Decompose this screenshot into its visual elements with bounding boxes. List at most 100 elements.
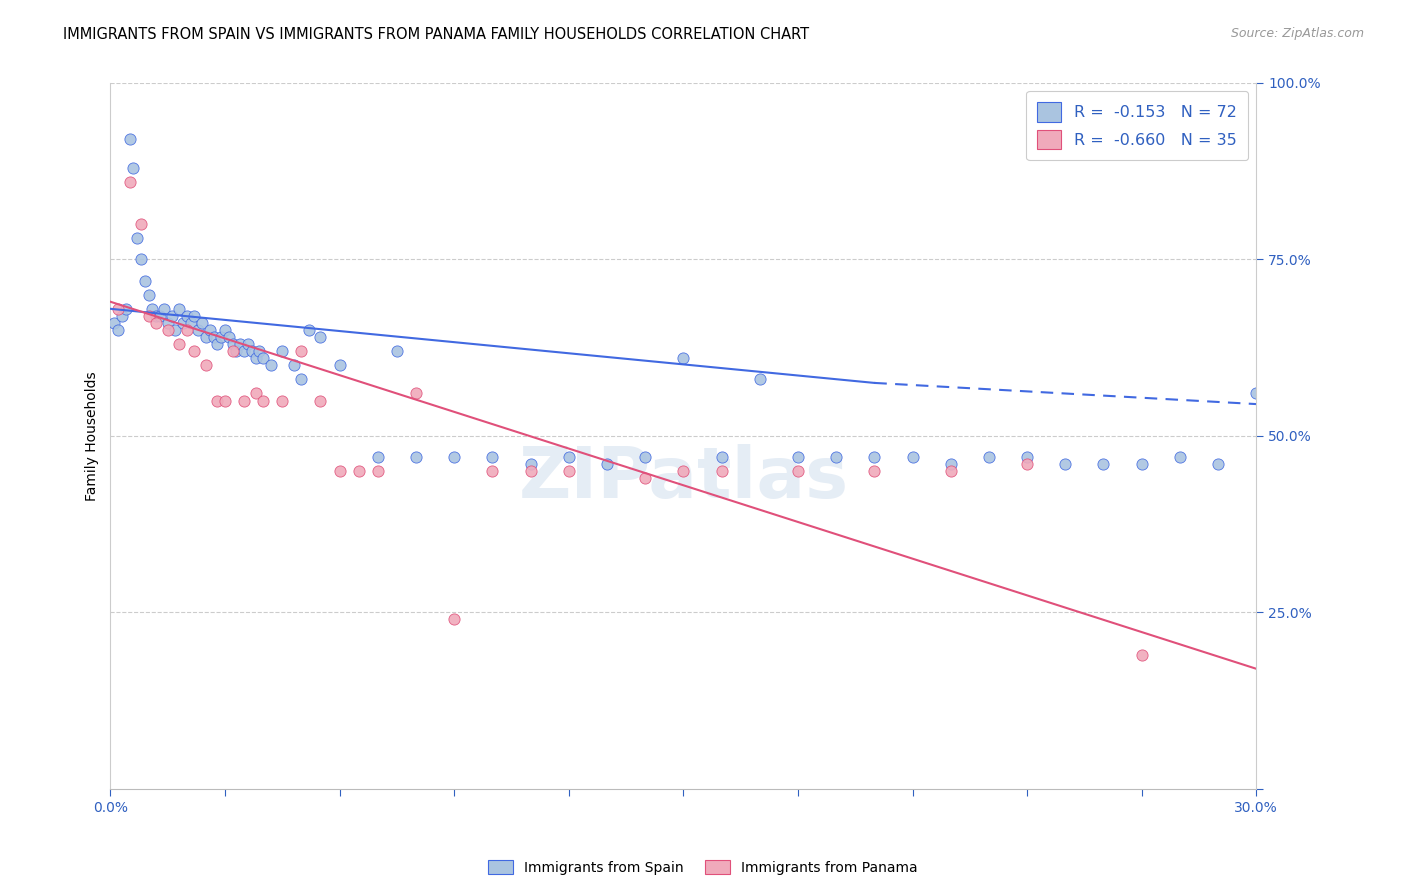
Point bbox=[118, 175, 141, 189]
Point bbox=[672, 351, 695, 366]
Point bbox=[787, 450, 810, 464]
Point bbox=[207, 393, 229, 408]
Point bbox=[107, 323, 129, 337]
Point bbox=[634, 450, 657, 464]
Point bbox=[309, 330, 332, 344]
Point bbox=[214, 323, 236, 337]
Point bbox=[247, 344, 270, 359]
Point bbox=[156, 316, 179, 330]
Point bbox=[172, 316, 194, 330]
Point bbox=[214, 393, 236, 408]
Point bbox=[298, 323, 321, 337]
Point bbox=[149, 309, 172, 323]
Point bbox=[290, 344, 312, 359]
Point bbox=[138, 309, 160, 323]
Point bbox=[271, 344, 294, 359]
Point bbox=[194, 358, 217, 372]
Point bbox=[519, 464, 541, 478]
Point bbox=[138, 287, 160, 301]
Point bbox=[183, 344, 205, 359]
Point bbox=[221, 337, 243, 351]
Point bbox=[1246, 386, 1268, 401]
Point bbox=[939, 464, 962, 478]
Point bbox=[443, 612, 465, 626]
Point bbox=[165, 323, 187, 337]
Point bbox=[1017, 457, 1039, 471]
Point bbox=[596, 457, 619, 471]
Point bbox=[558, 450, 581, 464]
Point bbox=[748, 372, 770, 386]
Point bbox=[176, 323, 198, 337]
Point bbox=[221, 344, 243, 359]
Point bbox=[107, 301, 129, 316]
Legend: Immigrants from Spain, Immigrants from Panama: Immigrants from Spain, Immigrants from P… bbox=[482, 855, 924, 880]
Point bbox=[863, 450, 886, 464]
Point bbox=[183, 309, 205, 323]
Point bbox=[103, 316, 125, 330]
Point bbox=[229, 337, 252, 351]
Point bbox=[367, 450, 389, 464]
Point bbox=[209, 330, 232, 344]
Point bbox=[481, 450, 503, 464]
Point bbox=[233, 344, 256, 359]
Point bbox=[202, 330, 225, 344]
Point bbox=[977, 450, 1000, 464]
Point bbox=[156, 323, 179, 337]
Point bbox=[1054, 457, 1077, 471]
Point bbox=[218, 330, 240, 344]
Point bbox=[1017, 450, 1039, 464]
Point bbox=[111, 309, 134, 323]
Point bbox=[129, 252, 152, 267]
Point bbox=[558, 464, 581, 478]
Point bbox=[207, 337, 229, 351]
Point bbox=[240, 344, 263, 359]
Point bbox=[198, 323, 221, 337]
Point bbox=[405, 386, 427, 401]
Point bbox=[939, 457, 962, 471]
Point bbox=[145, 309, 167, 323]
Text: ZIPatlas: ZIPatlas bbox=[519, 443, 848, 513]
Point bbox=[271, 393, 294, 408]
Point bbox=[260, 358, 283, 372]
Point bbox=[160, 309, 183, 323]
Point bbox=[233, 393, 256, 408]
Point bbox=[252, 393, 274, 408]
Point bbox=[347, 464, 370, 478]
Point bbox=[367, 464, 389, 478]
Point bbox=[443, 450, 465, 464]
Point bbox=[141, 301, 163, 316]
Point bbox=[1130, 457, 1153, 471]
Point bbox=[176, 309, 198, 323]
Point bbox=[191, 316, 214, 330]
Legend: R =  -0.153   N = 72, R =  -0.660   N = 35: R = -0.153 N = 72, R = -0.660 N = 35 bbox=[1026, 91, 1249, 161]
Point bbox=[1092, 457, 1115, 471]
Point bbox=[187, 323, 209, 337]
Point bbox=[825, 450, 848, 464]
Point bbox=[309, 393, 332, 408]
Text: Source: ZipAtlas.com: Source: ZipAtlas.com bbox=[1230, 27, 1364, 40]
Point bbox=[114, 301, 136, 316]
Point bbox=[481, 464, 503, 478]
Point bbox=[167, 337, 190, 351]
Point bbox=[787, 464, 810, 478]
Point bbox=[385, 344, 408, 359]
Point bbox=[127, 231, 149, 245]
Point bbox=[167, 301, 190, 316]
Point bbox=[672, 464, 695, 478]
Point bbox=[129, 217, 152, 231]
Point bbox=[245, 351, 267, 366]
Point bbox=[145, 316, 167, 330]
Point bbox=[634, 471, 657, 485]
Y-axis label: Family Households: Family Households bbox=[86, 371, 100, 500]
Point bbox=[118, 132, 141, 146]
Point bbox=[1130, 648, 1153, 662]
Point bbox=[134, 274, 156, 288]
Text: IMMIGRANTS FROM SPAIN VS IMMIGRANTS FROM PANAMA FAMILY HOUSEHOLDS CORRELATION CH: IMMIGRANTS FROM SPAIN VS IMMIGRANTS FROM… bbox=[63, 27, 810, 42]
Point bbox=[290, 372, 312, 386]
Point bbox=[1206, 457, 1229, 471]
Point bbox=[153, 301, 176, 316]
Point bbox=[405, 450, 427, 464]
Point bbox=[225, 344, 247, 359]
Point bbox=[1168, 450, 1191, 464]
Point bbox=[194, 330, 217, 344]
